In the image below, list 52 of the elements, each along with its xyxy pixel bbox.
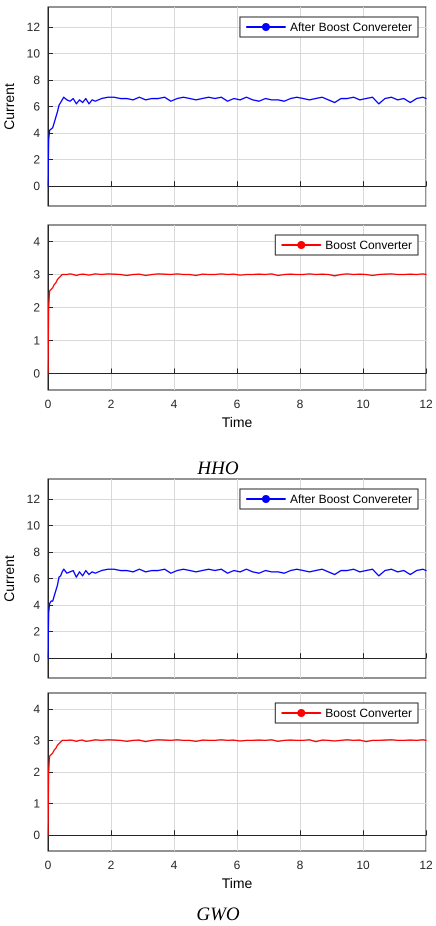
y-tick-label: 1	[33, 334, 40, 348]
x-axis-title: Time	[222, 414, 253, 430]
y-axis-title: Current	[0, 83, 17, 130]
y-tick-label: 0	[33, 179, 40, 194]
y-tick-label: 8	[33, 72, 40, 87]
y-tick-label: 0	[33, 828, 40, 842]
y-axis-title: Current	[0, 555, 17, 602]
y-tick-label: 3	[33, 733, 40, 748]
x-tick-label: 6	[234, 397, 241, 411]
y-tick-label: 2	[33, 624, 40, 639]
y-tick-label: 10	[26, 46, 40, 60]
x-tick-label: 8	[296, 397, 304, 411]
x-tick-label: 0	[44, 397, 52, 411]
y-tick-label: 4	[33, 234, 40, 248]
x-tick-label: 8	[296, 858, 304, 872]
line-series	[47, 273, 427, 374]
y-tick-label: 0	[33, 366, 40, 380]
y-tick-label: 0	[33, 651, 40, 666]
y-tick-label: 2	[33, 152, 40, 167]
y-tick-label: 3	[33, 268, 40, 282]
y-tick-label: 2	[33, 300, 40, 314]
y-tick-label: 1	[33, 796, 40, 811]
y-tick-label: 6	[33, 572, 40, 586]
x-tick-label: 12	[419, 397, 433, 411]
y-tick-label: 6	[33, 100, 40, 114]
y-tick-label: 2	[33, 765, 40, 779]
y-tick-label: 4	[33, 598, 40, 612]
line-series	[47, 739, 427, 836]
legend-label: After Boost Convereter	[290, 20, 412, 34]
x-tick-label: 0	[44, 858, 52, 872]
x-tick-label: 6	[234, 858, 241, 872]
x-tick-label: 10	[356, 858, 370, 872]
x-tick-label: 12	[419, 858, 433, 872]
y-tick-label: 12	[26, 20, 40, 34]
text: HHO	[196, 458, 239, 479]
x-tick-label: 2	[108, 858, 115, 872]
x-tick-label: 4	[170, 397, 178, 411]
y-tick-label: 4	[33, 702, 40, 716]
y-tick-label: 8	[33, 544, 40, 559]
x-tick-label: 4	[170, 858, 178, 872]
y-tick-label: 10	[26, 518, 40, 532]
y-tick-label: 4	[33, 126, 40, 140]
legend-label: Boost Converter	[325, 238, 412, 252]
line-series	[47, 568, 427, 659]
x-tick-label: 10	[356, 397, 370, 411]
text: GWO	[196, 904, 240, 925]
y-tick-label: 12	[26, 492, 40, 506]
legend-label: Boost Converter	[325, 706, 412, 720]
line-series	[47, 96, 427, 187]
x-axis-title: Time	[222, 874, 253, 891]
legend-label: After Boost Convereter	[290, 492, 412, 506]
x-tick-label: 2	[108, 397, 115, 411]
